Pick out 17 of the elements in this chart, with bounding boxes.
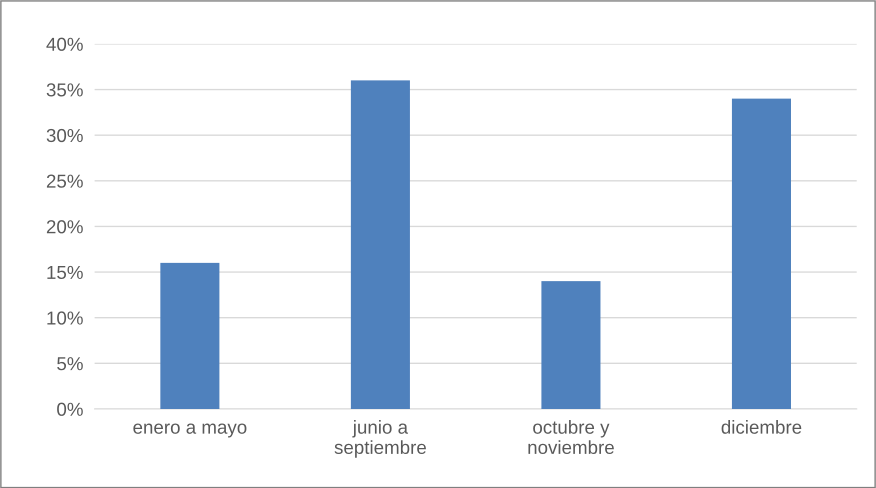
y-tick-label: 35% <box>46 83 83 97</box>
y-tick-label: 0% <box>57 402 83 416</box>
y-tick-label: 30% <box>46 128 83 142</box>
y-tick-label: 10% <box>47 311 83 325</box>
y-tick-label: 40% <box>46 38 83 51</box>
bar <box>541 281 600 409</box>
y-tick-label: 15% <box>47 266 83 280</box>
x-tick-label: octubre y noviembre <box>528 420 614 454</box>
bar <box>732 98 791 409</box>
x-tick-label: enero a mayo <box>133 424 246 438</box>
bar <box>350 80 410 409</box>
y-tick-label: 20% <box>46 220 83 234</box>
y-tick-label: 5% <box>57 357 83 370</box>
y-tick-label: 25% <box>46 174 83 188</box>
bar <box>160 262 220 409</box>
x-tick-label: junio a septiembre <box>334 420 426 458</box>
x-tick-label: diciembre <box>722 420 802 434</box>
